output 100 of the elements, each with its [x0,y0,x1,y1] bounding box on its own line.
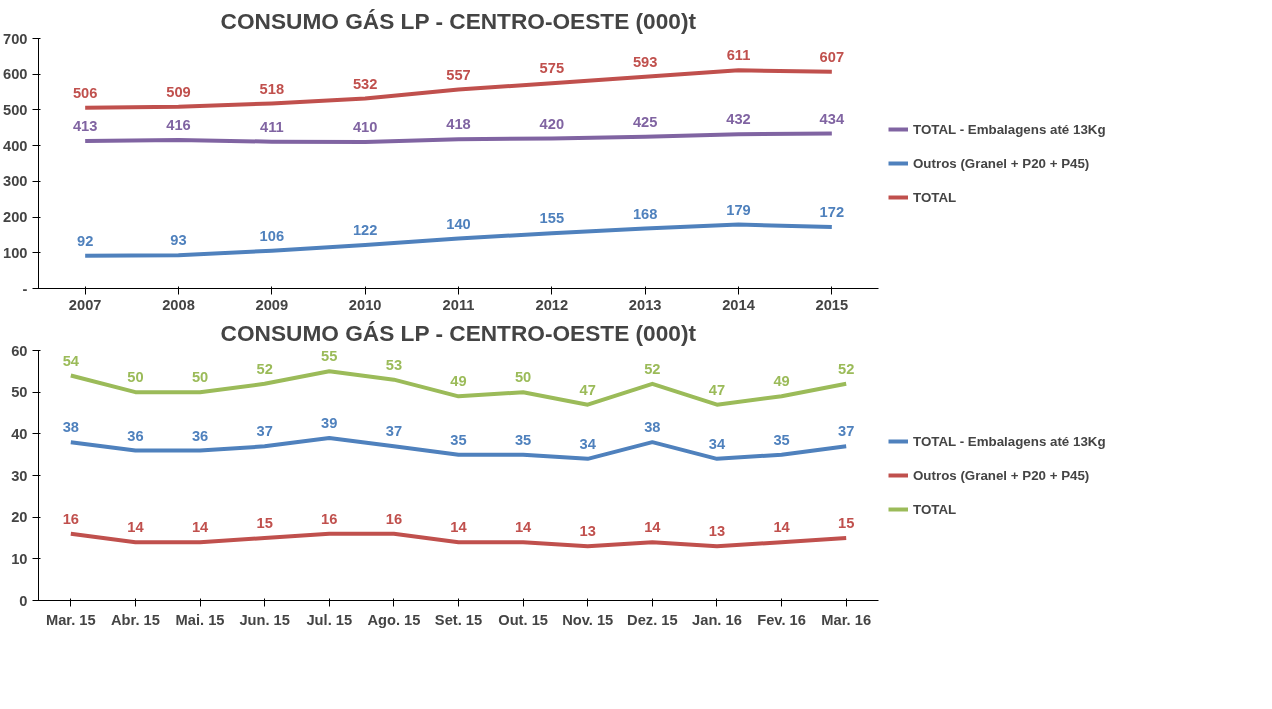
data-label: 34 [708,435,726,452]
x-tick-label: 2009 [255,296,289,313]
x-tick-label: 2012 [535,296,569,313]
y-tick-label: 400 [3,137,28,154]
data-label: 518 [259,80,285,97]
data-label: 37 [385,423,403,440]
data-label: 54 [62,352,80,369]
data-label: 557 [446,66,471,83]
y-tick-label: 40 [11,425,28,442]
data-label: 418 [446,116,471,133]
data-label: 16 [321,510,338,527]
x-tick-label: Abr. 15 [110,611,160,628]
data-label: 432 [726,111,751,128]
y-tick-label: 60 [11,342,28,359]
data-label: 410 [352,119,378,136]
x-tick-label: Jun. 15 [239,611,290,628]
data-label: 416 [166,116,191,133]
data-label: 52 [644,360,661,377]
data-label: 13 [708,523,726,540]
line-series [83,131,834,145]
data-label: 35 [450,431,467,448]
data-label: 14 [773,519,791,536]
data-label: 15 [838,515,855,531]
data-label: 52 [256,360,273,377]
y-tick-label: 200 [3,209,28,226]
data-label: 172 [819,204,845,221]
x-tick-label: 2011 [442,296,475,313]
y-tick-label: 50 [11,384,28,401]
data-label: 532 [352,75,378,92]
data-label: 14 [191,519,210,536]
x-tick-label: Out. 15 [498,611,548,628]
data-label: 593 [632,53,658,70]
y-tick-label: 0 [19,592,28,609]
data-label: 607 [819,48,845,65]
legend-label: TOTAL [913,501,957,517]
data-label: 50 [191,369,209,386]
y-tick-label: 500 [3,101,28,118]
data-label: 36 [191,427,209,444]
x-tick-label: Mar. 15 [45,611,96,628]
y-tick-label: 10 [11,550,28,567]
data-label: 179 [726,201,751,218]
data-label: 38 [62,419,79,436]
data-label: 50 [514,369,532,386]
x-tick-label: Mar. 16 [821,611,872,628]
data-label: 38 [644,419,661,436]
x-tick-label: 2010 [348,296,382,313]
data-label: 411 [260,118,284,135]
x-tick-label: 2007 [68,296,102,313]
y-tick-label: 100 [3,244,28,261]
data-label: 140 [446,215,471,232]
y-tick-label: 300 [3,173,28,190]
x-tick-label: Dez. 15 [627,611,678,628]
x-tick-label: Mai. 15 [175,611,225,628]
data-label: 35 [773,431,790,448]
data-label: 155 [539,210,565,227]
data-label: 14 [127,519,145,536]
data-label: 15 [256,515,273,531]
data-label: 168 [632,205,658,222]
legend-label: Outros (Granel + P20 + P45) [913,467,1090,483]
data-label: 420 [539,115,565,132]
data-label: 93 [170,232,187,249]
x-tick-label: 2008 [162,296,195,313]
data-label: 37 [838,423,855,440]
data-label: 122 [352,221,378,238]
legend-label: TOTAL - Embalagens até 13Kg [913,433,1106,449]
data-label: 36 [127,427,144,444]
data-label: 425 [632,113,658,130]
data-label: 49 [773,373,790,390]
x-tick-label: Nov. 15 [562,611,614,628]
data-label: 14 [450,519,468,536]
chart-title: CONSUMO GÁS LP - CENTRO-OESTE (000)t [220,319,697,346]
chart-title: CONSUMO GÁS LP - CENTRO-OESTE (000)t [220,7,697,34]
data-label: 35 [514,431,532,448]
y-tick-label: 20 [11,509,28,526]
data-label: 14 [644,519,662,536]
data-label: 55 [321,348,338,365]
x-tick-label: Set. 15 [434,611,483,628]
x-tick-label: 2013 [628,296,662,313]
data-label: 106 [259,227,285,244]
y-tick-label: 700 [3,30,28,47]
data-label: 575 [539,60,565,77]
data-label: 52 [838,360,855,377]
legend-label: TOTAL - Embalagens até 13Kg [913,121,1106,137]
data-label: 14 [514,519,533,536]
data-label: 16 [62,510,79,527]
x-tick-label: Ago. 15 [367,611,421,628]
data-label: 49 [450,373,467,390]
data-label: 506 [72,84,98,101]
legend-label: TOTAL [913,189,957,205]
data-label: 47 [708,381,726,398]
data-label: 13 [579,523,596,540]
y-tick-label: 600 [3,66,28,83]
data-label: 611 [726,47,751,64]
data-label: 39 [321,415,338,431]
x-tick-label: Fev. 16 [757,611,806,628]
data-label: 47 [579,381,596,398]
x-tick-label: Jan. 16 [692,611,742,628]
data-label: 37 [256,423,273,440]
x-tick-label: 2014 [722,296,756,313]
data-label: 509 [166,83,191,100]
